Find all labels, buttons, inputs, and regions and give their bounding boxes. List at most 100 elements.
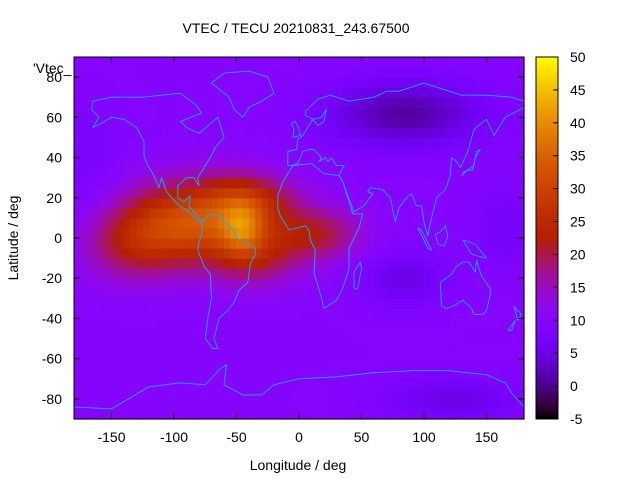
heatmap-cell [155, 137, 163, 149]
heatmap-cell [392, 187, 400, 199]
heatmap-cell [86, 388, 94, 400]
heatmap-cell [224, 248, 231, 259]
heatmap-cell [436, 338, 444, 350]
heatmap-cell [142, 97, 150, 108]
heatmap-cell [230, 308, 238, 320]
heatmap-cell [161, 358, 169, 370]
heatmap-cell [461, 117, 469, 128]
heatmap-cell [349, 137, 356, 149]
heatmap-cell [99, 368, 106, 380]
heatmap-cell [336, 268, 344, 279]
heatmap-cell [224, 177, 231, 189]
heatmap-cell [249, 137, 256, 149]
heatmap-cell [99, 258, 106, 269]
heatmap-cell [367, 137, 375, 149]
heatmap-cell [136, 398, 144, 410]
heatmap-cell [511, 348, 519, 360]
heatmap-cell [242, 268, 250, 279]
heatmap-cell [105, 298, 113, 309]
heatmap-cell [461, 328, 469, 340]
heatmap-cell [174, 97, 181, 108]
heatmap-cell [124, 378, 131, 390]
heatmap-cell [336, 348, 344, 360]
heatmap-cell [305, 388, 313, 400]
heatmap-cell [349, 388, 356, 400]
heatmap-cell [292, 318, 300, 330]
heatmap-cell [336, 388, 344, 400]
heatmap-cell [242, 197, 250, 209]
heatmap-cell [161, 217, 169, 229]
heatmap-cell [142, 258, 150, 269]
heatmap-cell [180, 278, 188, 289]
heatmap-cell [167, 288, 175, 299]
heatmap-cell [236, 268, 244, 279]
heatmap-cell [92, 187, 100, 199]
heatmap-cell [424, 408, 431, 420]
heatmap-cell [149, 157, 156, 169]
heatmap-cell [486, 348, 494, 360]
heatmap-cell [417, 398, 425, 410]
heatmap-cell [261, 368, 269, 380]
heatmap-cell [155, 378, 163, 390]
heatmap-cell [180, 57, 188, 68]
heatmap-cell [130, 358, 138, 370]
heatmap-cell [292, 358, 300, 370]
heatmap-cell [124, 288, 131, 299]
heatmap-cell [324, 238, 331, 249]
heatmap-cell [261, 358, 269, 370]
heatmap-cell [261, 127, 269, 139]
heatmap-cell [286, 87, 294, 98]
heatmap-cell [211, 408, 219, 420]
heatmap-cell [99, 328, 106, 340]
heatmap-cell [161, 117, 169, 128]
heatmap-cell [430, 238, 438, 249]
heatmap-cell [311, 227, 319, 239]
heatmap-cell [205, 207, 213, 219]
heatmap-cell [305, 97, 313, 108]
coastline-madagascar [353, 261, 362, 289]
heatmap-cell [305, 358, 313, 370]
heatmap-cell [161, 197, 169, 209]
heatmap-cell [167, 338, 175, 350]
heatmap-cell [130, 378, 138, 390]
heatmap-cell [224, 328, 231, 340]
heatmap-cell [436, 288, 444, 299]
heatmap-cell [80, 187, 88, 199]
heatmap-cell [236, 398, 244, 410]
heatmap-cell [280, 137, 288, 149]
heatmap-cell [299, 258, 306, 269]
heatmap-cell [305, 248, 313, 259]
heatmap-cell [342, 308, 350, 320]
heatmap-cell [311, 77, 319, 88]
heatmap-cell [399, 187, 406, 199]
heatmap-cell [86, 197, 94, 209]
heatmap-cell [261, 107, 269, 118]
heatmap-cell [80, 107, 88, 118]
heatmap-cell [249, 288, 256, 299]
heatmap-cell [192, 298, 200, 309]
heatmap-cell [161, 388, 169, 400]
heatmap-cell [511, 177, 519, 189]
heatmap-cell [236, 388, 244, 400]
heatmap-cell [474, 408, 481, 420]
heatmap-cell [292, 308, 300, 320]
heatmap-cell [192, 147, 200, 159]
heatmap-cell [205, 147, 213, 159]
heatmap-cell [355, 388, 363, 400]
heatmap-cell [336, 187, 344, 199]
heatmap-cell [436, 157, 444, 169]
heatmap-cell [292, 268, 300, 279]
heatmap-cell [224, 408, 231, 420]
heatmap-cell [380, 378, 388, 390]
heatmap-cell [224, 87, 231, 98]
heatmap-cell [124, 147, 131, 159]
heatmap-cell [99, 358, 106, 370]
heatmap-cell [355, 378, 363, 390]
heatmap-cell [492, 107, 500, 118]
heatmap-cell [399, 137, 406, 149]
heatmap-cell [355, 207, 363, 219]
heatmap-cell [180, 318, 188, 330]
heatmap-cell [286, 398, 294, 410]
heatmap-cell [186, 97, 194, 108]
heatmap-cell [292, 278, 300, 289]
